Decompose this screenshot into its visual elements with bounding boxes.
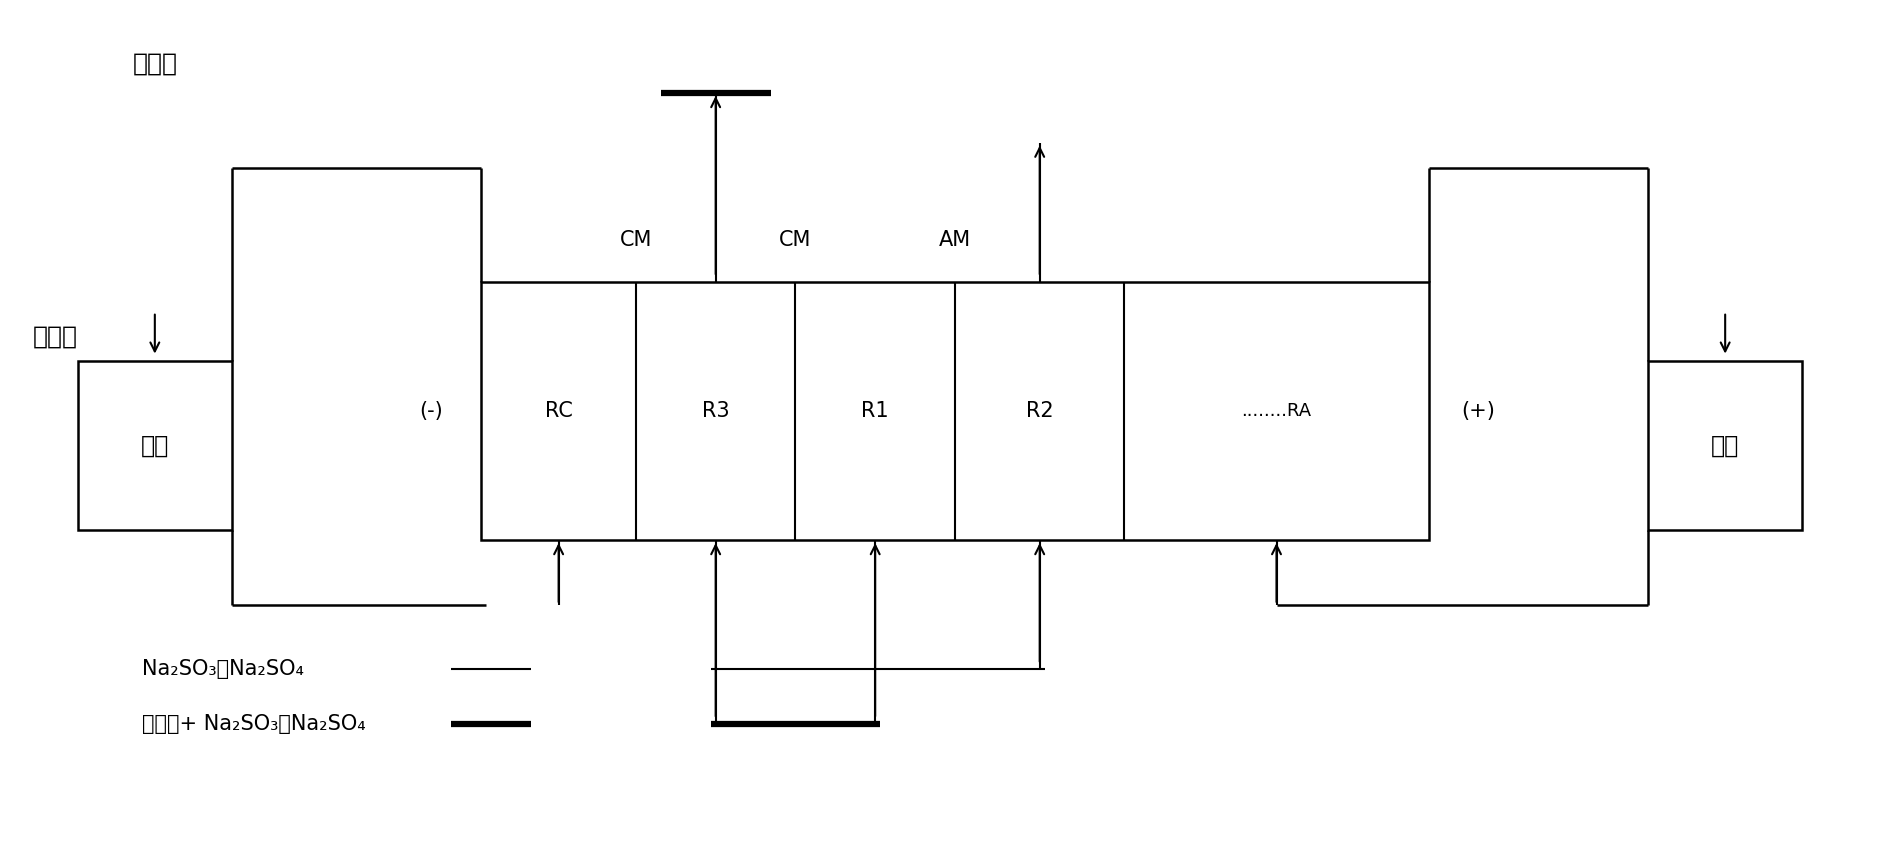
- Text: R3: R3: [703, 401, 729, 421]
- Text: RC: RC: [545, 401, 573, 421]
- Text: 反馈液: 反馈液: [32, 324, 77, 349]
- Text: 牛磺酸: 牛磺酸: [132, 51, 177, 76]
- Text: 牛磺酸+ Na₂SO₃、Na₂SO₄: 牛磺酸+ Na₂SO₃、Na₂SO₄: [143, 714, 366, 734]
- Bar: [1648, 362, 1802, 530]
- Text: R2: R2: [1026, 401, 1054, 421]
- Text: (-): (-): [419, 401, 443, 421]
- Text: AM: AM: [940, 231, 971, 250]
- Text: Na₂SO₃、Na₂SO₄: Na₂SO₃、Na₂SO₄: [143, 660, 304, 679]
- Text: 极液: 极液: [1712, 434, 1740, 458]
- Text: ........RA: ........RA: [1242, 402, 1312, 420]
- Bar: [481, 282, 1428, 540]
- Text: R1: R1: [861, 401, 889, 421]
- Text: 极液: 极液: [141, 434, 169, 458]
- Text: CM: CM: [780, 231, 812, 250]
- Bar: [77, 362, 233, 530]
- Text: (+): (+): [1462, 401, 1496, 421]
- Text: CM: CM: [620, 231, 652, 250]
